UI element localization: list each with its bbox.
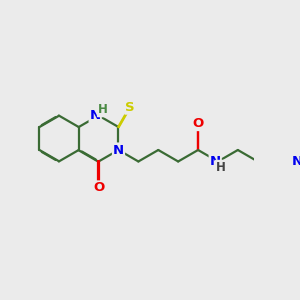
Text: N: N — [113, 143, 124, 157]
Text: N: N — [292, 155, 300, 168]
Text: N: N — [90, 109, 101, 122]
Text: N: N — [210, 155, 221, 168]
Text: H: H — [98, 103, 108, 116]
Text: H: H — [216, 161, 226, 174]
Text: O: O — [93, 182, 104, 194]
Text: O: O — [192, 117, 204, 130]
Text: S: S — [125, 100, 135, 114]
